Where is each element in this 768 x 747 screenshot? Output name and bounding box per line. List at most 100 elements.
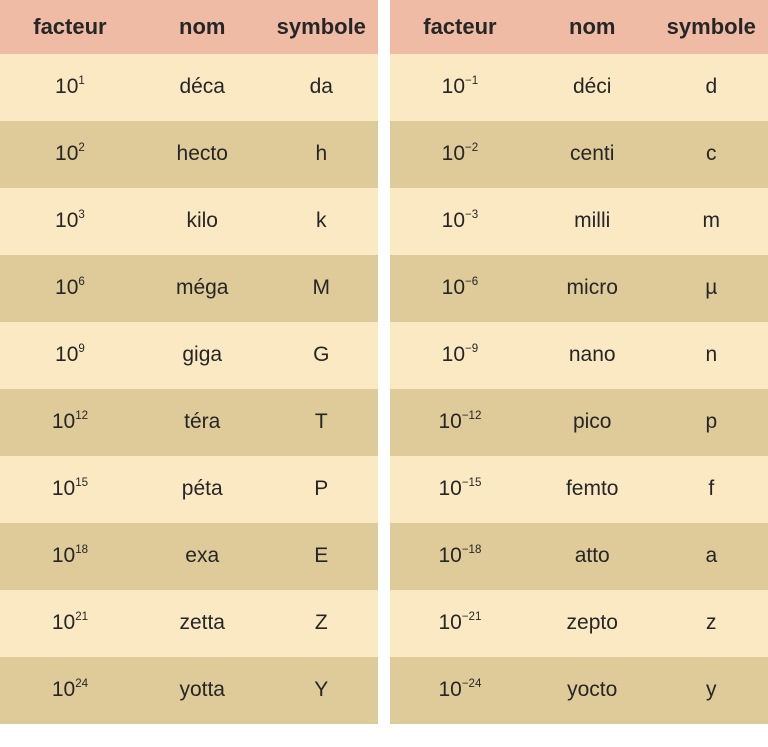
factor-base: 10	[52, 477, 75, 500]
factor-exponent: 6	[78, 276, 84, 288]
table-row: 10−21zeptoz	[390, 590, 768, 657]
cell-facteur: 109	[0, 322, 140, 389]
cell-symbole: f	[655, 456, 768, 523]
factor-base: 10	[438, 410, 461, 433]
cell-facteur: 1021	[0, 590, 140, 657]
cell-nom: déca	[140, 54, 265, 121]
cell-symbole: y	[655, 657, 768, 724]
cell-nom: exa	[140, 523, 265, 590]
factor-exponent: 1	[78, 75, 84, 87]
cell-facteur: 10−21	[390, 590, 530, 657]
cell-nom: yocto	[530, 657, 655, 724]
cell-facteur: 1012	[0, 389, 140, 456]
cell-facteur: 1018	[0, 523, 140, 590]
table-row: 10−12 picop	[390, 389, 768, 456]
factor-base: 10	[442, 209, 465, 232]
cell-facteur: 10−2	[390, 121, 530, 188]
table-row: 1015pétaP	[0, 456, 378, 523]
left-table-wrap: facteur nom symbole 101década102hectoh10…	[0, 0, 378, 747]
cell-facteur: 102	[0, 121, 140, 188]
cell-facteur: 103	[0, 188, 140, 255]
factor-base: 10	[438, 544, 461, 567]
table-row: 1018exaE	[0, 523, 378, 590]
cell-symbole: Y	[265, 657, 378, 724]
factor-base: 10	[55, 142, 78, 165]
factor-exponent: −15	[462, 477, 482, 489]
right-table-wrap: facteur nom symbole 10−1décid10−2centic1…	[390, 0, 768, 747]
negative-prefixes-table: facteur nom symbole 10−1décid10−2centic1…	[390, 0, 768, 724]
cell-facteur: 10−15	[390, 456, 530, 523]
cell-facteur: 10−6	[390, 255, 530, 322]
cell-nom: atto	[530, 523, 655, 590]
col-header-facteur: facteur	[390, 0, 530, 54]
factor-exponent: 9	[78, 343, 84, 355]
cell-nom: hecto	[140, 121, 265, 188]
table-row: 10−6microµ	[390, 255, 768, 322]
cell-symbole: d	[655, 54, 768, 121]
factor-exponent: −6	[465, 276, 478, 288]
factor-base: 10	[52, 678, 75, 701]
factor-exponent: 2	[78, 142, 84, 154]
cell-symbole: p	[655, 389, 768, 456]
factor-exponent: −18	[462, 544, 482, 556]
col-header-nom: nom	[140, 0, 265, 54]
table-row: 109gigaG	[0, 322, 378, 389]
factor-base: 10	[438, 477, 461, 500]
factor-exponent: −24	[462, 678, 482, 690]
cell-symbole: µ	[655, 255, 768, 322]
table-header-row: facteur nom symbole	[0, 0, 378, 54]
cell-nom: kilo	[140, 188, 265, 255]
col-header-symbole: symbole	[265, 0, 378, 54]
table-row: 10−9nanon	[390, 322, 768, 389]
cell-symbole: c	[655, 121, 768, 188]
factor-base: 10	[55, 343, 78, 366]
factor-exponent: 15	[75, 477, 88, 489]
cell-symbole: da	[265, 54, 378, 121]
cell-nom: centi	[530, 121, 655, 188]
cell-nom: téra	[140, 389, 265, 456]
factor-exponent: −3	[465, 209, 478, 221]
factor-base: 10	[438, 678, 461, 701]
factor-exponent: −2	[465, 142, 478, 154]
cell-facteur: 10−3	[390, 188, 530, 255]
table-row: 1012téraT	[0, 389, 378, 456]
factor-exponent: 21	[75, 611, 88, 623]
col-header-symbole: symbole	[655, 0, 768, 54]
table-row: 106mégaM	[0, 255, 378, 322]
cell-symbole: z	[655, 590, 768, 657]
table-row: 103kilok	[0, 188, 378, 255]
factor-base: 10	[442, 276, 465, 299]
table-row: 1021zettaZ	[0, 590, 378, 657]
table-row: 101década	[0, 54, 378, 121]
cell-facteur: 10−9	[390, 322, 530, 389]
cell-nom: zepto	[530, 590, 655, 657]
cell-nom: giga	[140, 322, 265, 389]
factor-exponent: −12	[462, 410, 482, 422]
col-header-nom: nom	[530, 0, 655, 54]
cell-symbole: h	[265, 121, 378, 188]
factor-exponent: −1	[465, 75, 478, 87]
cell-nom: déci	[530, 54, 655, 121]
cell-facteur: 1024	[0, 657, 140, 724]
factor-base: 10	[55, 75, 78, 98]
factor-exponent: 24	[75, 678, 88, 690]
table-row: 10−24yoctoy	[390, 657, 768, 724]
cell-facteur: 10−24	[390, 657, 530, 724]
cell-symbole: n	[655, 322, 768, 389]
factor-exponent: −9	[465, 343, 478, 355]
cell-symbole: k	[265, 188, 378, 255]
cell-facteur: 101	[0, 54, 140, 121]
cell-nom: femto	[530, 456, 655, 523]
cell-nom: pico	[530, 389, 655, 456]
cell-symbole: P	[265, 456, 378, 523]
factor-base: 10	[55, 209, 78, 232]
cell-symbole: E	[265, 523, 378, 590]
col-header-facteur: facteur	[0, 0, 140, 54]
factor-base: 10	[52, 410, 75, 433]
si-prefix-tables: facteur nom symbole 101década102hectoh10…	[0, 0, 768, 747]
cell-nom: milli	[530, 188, 655, 255]
cell-nom: méga	[140, 255, 265, 322]
cell-nom: nano	[530, 322, 655, 389]
table-row: 102hectoh	[0, 121, 378, 188]
table-row: 10−2centic	[390, 121, 768, 188]
